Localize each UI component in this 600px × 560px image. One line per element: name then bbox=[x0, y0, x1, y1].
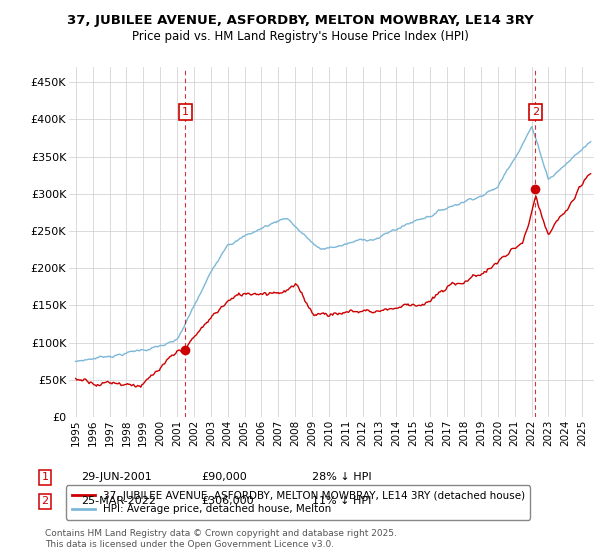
Text: £306,000: £306,000 bbox=[201, 496, 254, 506]
Text: 25-MAR-2022: 25-MAR-2022 bbox=[81, 496, 156, 506]
Text: 29-JUN-2001: 29-JUN-2001 bbox=[81, 472, 152, 482]
Text: 2: 2 bbox=[41, 496, 49, 506]
Text: Price paid vs. HM Land Registry's House Price Index (HPI): Price paid vs. HM Land Registry's House … bbox=[131, 30, 469, 43]
Text: 11% ↓ HPI: 11% ↓ HPI bbox=[312, 496, 371, 506]
Text: 1: 1 bbox=[182, 107, 189, 117]
Text: 1: 1 bbox=[41, 472, 49, 482]
Text: 2: 2 bbox=[532, 107, 539, 117]
Text: 28% ↓ HPI: 28% ↓ HPI bbox=[312, 472, 371, 482]
Legend: 37, JUBILEE AVENUE, ASFORDBY, MELTON MOWBRAY, LE14 3RY (detached house), HPI: Av: 37, JUBILEE AVENUE, ASFORDBY, MELTON MOW… bbox=[67, 486, 530, 520]
Text: £90,000: £90,000 bbox=[201, 472, 247, 482]
Text: Contains HM Land Registry data © Crown copyright and database right 2025.
This d: Contains HM Land Registry data © Crown c… bbox=[45, 529, 397, 549]
Text: 37, JUBILEE AVENUE, ASFORDBY, MELTON MOWBRAY, LE14 3RY: 37, JUBILEE AVENUE, ASFORDBY, MELTON MOW… bbox=[67, 14, 533, 27]
